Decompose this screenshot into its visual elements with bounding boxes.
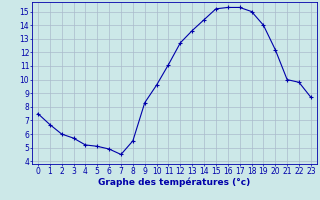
X-axis label: Graphe des températures (°c): Graphe des températures (°c) [98, 177, 251, 187]
